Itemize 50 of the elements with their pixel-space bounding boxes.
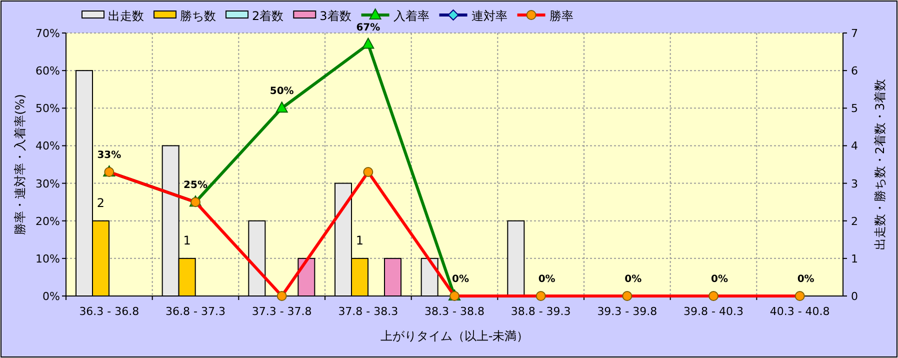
data-label: 0% [452, 274, 469, 285]
y-tick-label: 50% [36, 102, 60, 116]
data-label: 25% [184, 180, 208, 192]
x-tick-label: 37.3 - 37.8 [252, 305, 312, 318]
y-tick-label: 20% [36, 214, 60, 228]
data-label: 0% [538, 274, 556, 285]
data-label: 1 [356, 233, 364, 248]
legend-label: 出走数 [108, 9, 144, 23]
legend-label: 3着数 [320, 9, 352, 23]
y2-tick-label: 1 [851, 252, 858, 266]
y2-axis-title: 出走数・勝ち数・2着数・3着数 [873, 78, 887, 250]
data-label: 0% [624, 274, 642, 285]
legend-label: 入着率 [393, 9, 430, 23]
y-tick-label: 0% [42, 290, 60, 303]
data-label: 33% [97, 150, 122, 162]
x-tick-label: 37.8 - 38.3 [338, 305, 398, 318]
x-tick-label: 39.8 - 40.3 [684, 305, 744, 318]
y2-tick-label: 2 [851, 214, 858, 228]
y2-tick-label: 3 [851, 177, 858, 190]
y2-tick-label: 7 [851, 27, 858, 40]
legend-label: 連対率 [471, 9, 508, 23]
data-label: 50% [270, 86, 294, 98]
x-tick-label: 40.3 - 40.8 [770, 305, 830, 318]
legend-label: 勝率 [549, 9, 574, 23]
y-tick-label: 60% [36, 64, 60, 78]
y2-tick-label: 0 [851, 290, 858, 303]
x-tick-label: 36.8 - 37.3 [166, 305, 226, 318]
y-tick-label: 70% [36, 27, 60, 40]
y-axis-title: 勝率・連対率・入着率(%) [13, 94, 27, 235]
data-label: 2 [96, 196, 105, 210]
x-tick-label: 38.8 - 39.3 [510, 305, 571, 318]
legend-label: 2着数 [252, 9, 284, 23]
legend-label: 勝ち数 [180, 9, 216, 23]
y2-tick-label: 5 [851, 102, 858, 116]
point [276, 102, 288, 113]
y-tick-label: 30% [36, 177, 60, 190]
y2-tick-label: 6 [851, 64, 858, 78]
x-tick-label: 39.3 - 39.8 [597, 305, 658, 318]
data-label: 0% [711, 274, 728, 285]
data-label: 1 [183, 233, 191, 248]
x-axis-title: 上がりタイム（以上-未満） [380, 329, 529, 343]
data-label: 67% [356, 22, 380, 34]
bar [507, 220, 525, 296]
point [362, 38, 374, 49]
y-tick-label: 40% [36, 140, 60, 153]
x-tick-label: 38.3 - 38.8 [424, 305, 484, 318]
y-tick-label: 10% [36, 252, 60, 266]
y2-tick-label: 4 [851, 140, 858, 153]
data-label: 0% [797, 274, 814, 285]
x-tick-label: 36.3 - 36.8 [79, 305, 140, 318]
